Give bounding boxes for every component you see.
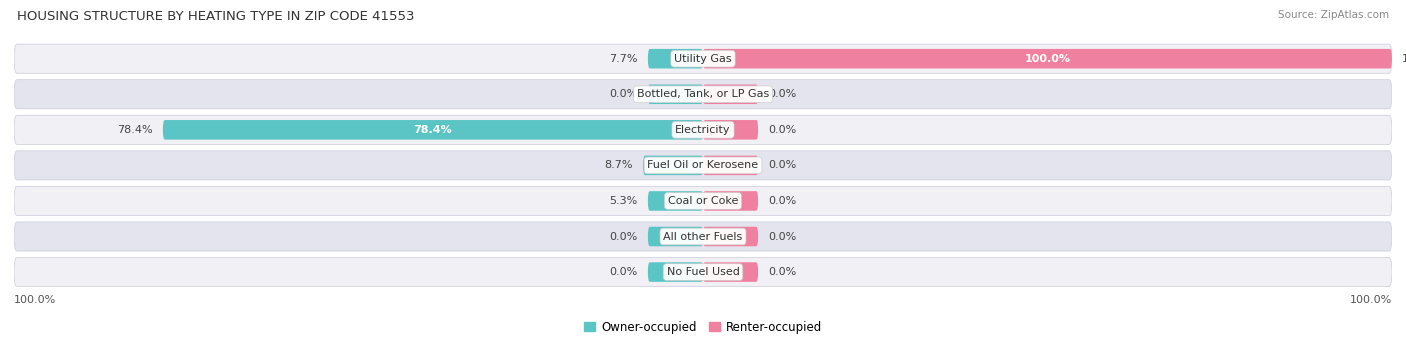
FancyBboxPatch shape xyxy=(14,115,1392,144)
FancyBboxPatch shape xyxy=(703,262,758,282)
FancyBboxPatch shape xyxy=(14,187,1392,216)
Text: 0.0%: 0.0% xyxy=(769,125,797,135)
FancyBboxPatch shape xyxy=(703,155,758,175)
Text: All other Fuels: All other Fuels xyxy=(664,232,742,241)
FancyBboxPatch shape xyxy=(14,44,1392,73)
FancyBboxPatch shape xyxy=(648,85,703,104)
Text: 100.0%: 100.0% xyxy=(1350,295,1392,305)
Text: 0.0%: 0.0% xyxy=(769,89,797,99)
Text: 100.0%: 100.0% xyxy=(1025,54,1070,64)
Text: 78.4%: 78.4% xyxy=(413,125,453,135)
FancyBboxPatch shape xyxy=(703,191,758,211)
Text: 0.0%: 0.0% xyxy=(769,196,797,206)
FancyBboxPatch shape xyxy=(703,227,758,246)
Text: 0.0%: 0.0% xyxy=(769,267,797,277)
FancyBboxPatch shape xyxy=(648,191,703,211)
Text: 0.0%: 0.0% xyxy=(609,267,637,277)
FancyBboxPatch shape xyxy=(14,80,1392,109)
Text: 100.0%: 100.0% xyxy=(1402,54,1406,64)
Text: Fuel Oil or Kerosene: Fuel Oil or Kerosene xyxy=(647,160,759,170)
Text: 100.0%: 100.0% xyxy=(14,295,56,305)
FancyBboxPatch shape xyxy=(648,227,703,246)
Text: Utility Gas: Utility Gas xyxy=(675,54,731,64)
Text: 0.0%: 0.0% xyxy=(769,160,797,170)
FancyBboxPatch shape xyxy=(14,151,1392,180)
Text: HOUSING STRUCTURE BY HEATING TYPE IN ZIP CODE 41553: HOUSING STRUCTURE BY HEATING TYPE IN ZIP… xyxy=(17,10,415,23)
Text: 0.0%: 0.0% xyxy=(769,232,797,241)
FancyBboxPatch shape xyxy=(163,120,703,139)
Text: Bottled, Tank, or LP Gas: Bottled, Tank, or LP Gas xyxy=(637,89,769,99)
FancyBboxPatch shape xyxy=(14,222,1392,251)
Text: Coal or Coke: Coal or Coke xyxy=(668,196,738,206)
Legend: Owner-occupied, Renter-occupied: Owner-occupied, Renter-occupied xyxy=(579,316,827,339)
Text: 8.7%: 8.7% xyxy=(605,160,633,170)
FancyBboxPatch shape xyxy=(14,257,1392,287)
Text: 0.0%: 0.0% xyxy=(609,89,637,99)
FancyBboxPatch shape xyxy=(648,262,703,282)
Text: No Fuel Used: No Fuel Used xyxy=(666,267,740,277)
FancyBboxPatch shape xyxy=(703,120,758,139)
FancyBboxPatch shape xyxy=(703,85,758,104)
Text: 0.0%: 0.0% xyxy=(609,232,637,241)
Text: 7.7%: 7.7% xyxy=(609,54,637,64)
Text: 5.3%: 5.3% xyxy=(609,196,637,206)
FancyBboxPatch shape xyxy=(703,49,1392,69)
Text: Source: ZipAtlas.com: Source: ZipAtlas.com xyxy=(1278,10,1389,20)
FancyBboxPatch shape xyxy=(643,155,703,175)
Text: Electricity: Electricity xyxy=(675,125,731,135)
FancyBboxPatch shape xyxy=(648,49,703,69)
Text: 78.4%: 78.4% xyxy=(117,125,152,135)
